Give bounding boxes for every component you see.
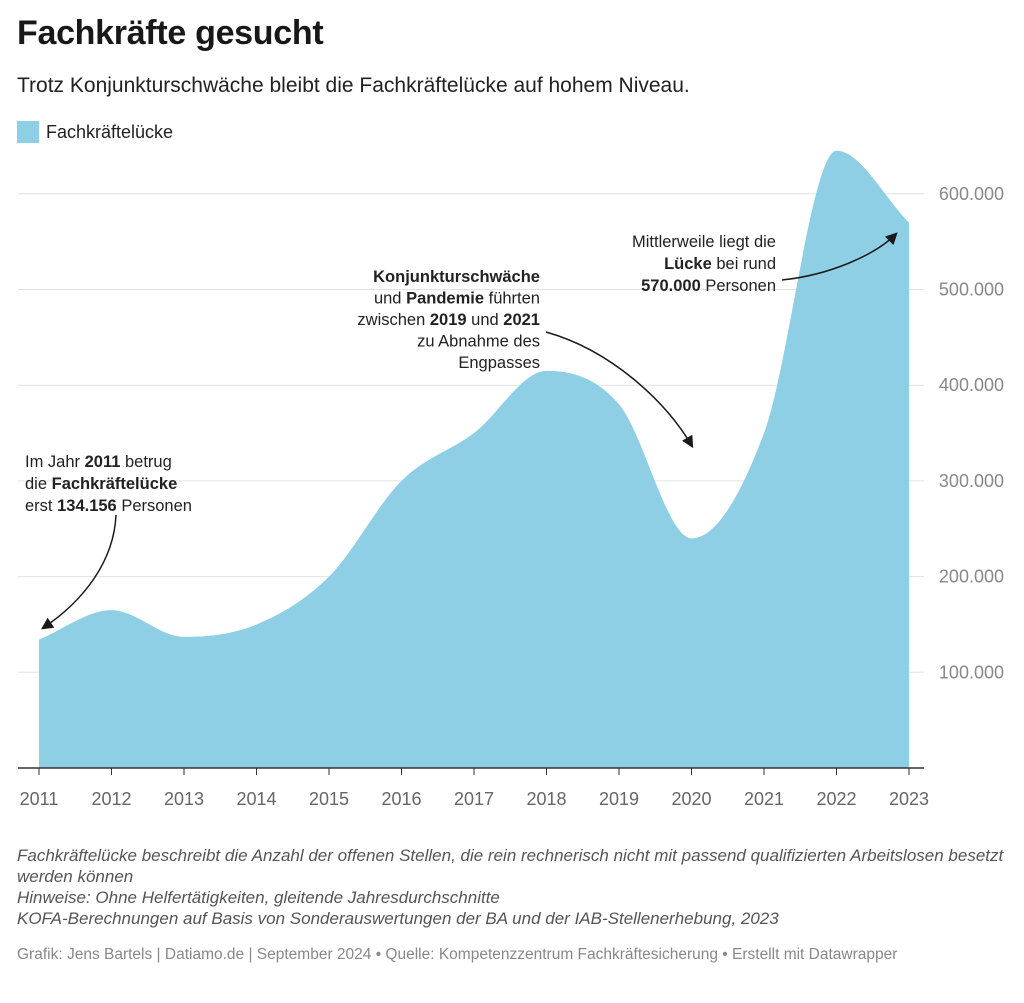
note-source: KOFA-Berechnungen auf Basis von Sonderau… bbox=[17, 909, 779, 928]
y-tick-label: 200.000 bbox=[939, 567, 1004, 587]
x-tick-labels: 2011 2012 2013 2014 2015 2016 2017 2018 2019 2020… bbox=[20, 789, 929, 809]
area-series bbox=[39, 150, 909, 769]
legend: Fachkräftelücke bbox=[17, 121, 173, 143]
x-axis bbox=[18, 767, 924, 775]
chart-title: Fachkräfte gesucht bbox=[17, 14, 324, 52]
x-tick-label: 2018 bbox=[526, 789, 566, 809]
chart-subtitle: Trotz Konjunkturschwäche bleibt die Fach… bbox=[17, 74, 690, 97]
x-tick-label: 2013 bbox=[164, 789, 204, 809]
x-tick-label: 2015 bbox=[309, 789, 349, 809]
x-tick-label: 2011 bbox=[20, 789, 59, 809]
legend-label: Fachkräftelücke bbox=[46, 121, 174, 142]
note-hints: Hinweise: Ohne Helfertätigkeiten, gleite… bbox=[17, 888, 500, 907]
annotation-2011-arrow bbox=[41, 514, 117, 630]
x-tick-label: 2022 bbox=[816, 789, 856, 809]
note-definition: Fachkräftelücke beschreibt die Anzahl de… bbox=[17, 846, 1004, 886]
chart-footer: Grafik: Jens Bartels | Datiamo.de | Sept… bbox=[17, 946, 898, 963]
x-tick-label: 2023 bbox=[889, 789, 929, 809]
y-tick-label: 100.000 bbox=[939, 662, 1004, 682]
annotation-2011-text: Im Jahr 2011 betrug die Fachkräftelücke er… bbox=[25, 453, 192, 515]
annotation-pandemie-text: Konjunkturschwäche und Pandemie führten zw… bbox=[357, 268, 540, 372]
y-tick-label: 300.000 bbox=[939, 471, 1004, 491]
x-tick-label: 2012 bbox=[91, 789, 131, 809]
x-tick-label: 2021 bbox=[744, 789, 784, 809]
area-fachkraefteluecke bbox=[39, 150, 909, 769]
x-tick-label: 2017 bbox=[454, 789, 494, 809]
annotation-pandemie-arrow bbox=[545, 331, 694, 449]
x-tick-label: 2020 bbox=[671, 789, 711, 809]
y-tick-label: 600.000 bbox=[939, 184, 1004, 204]
annotations: Im Jahr 2011 betrug die Fachkräftelücke er… bbox=[25, 232, 898, 630]
x-tick-label: 2016 bbox=[381, 789, 421, 809]
x-tick-label: 2019 bbox=[599, 789, 639, 809]
annotation-aktuell-text: Mittlerweile liegt die Lücke bei rund 570.… bbox=[632, 233, 776, 295]
legend-swatch bbox=[17, 121, 39, 143]
y-tick-label: 400.000 bbox=[939, 375, 1004, 395]
chart-notes: Fachkräftelücke beschreibt die Anzahl de… bbox=[17, 845, 1007, 929]
y-tick-label: 500.000 bbox=[939, 280, 1004, 300]
annotation-aktuell-arrow bbox=[781, 232, 898, 281]
y-axis: 100.000 200.000 300.000 400.000 500.000 600.0… bbox=[939, 184, 1004, 682]
area-chart: 100.000 200.000 300.000 400.000 500.000 600.0… bbox=[18, 150, 1004, 809]
x-tick-label: 2014 bbox=[236, 789, 276, 809]
